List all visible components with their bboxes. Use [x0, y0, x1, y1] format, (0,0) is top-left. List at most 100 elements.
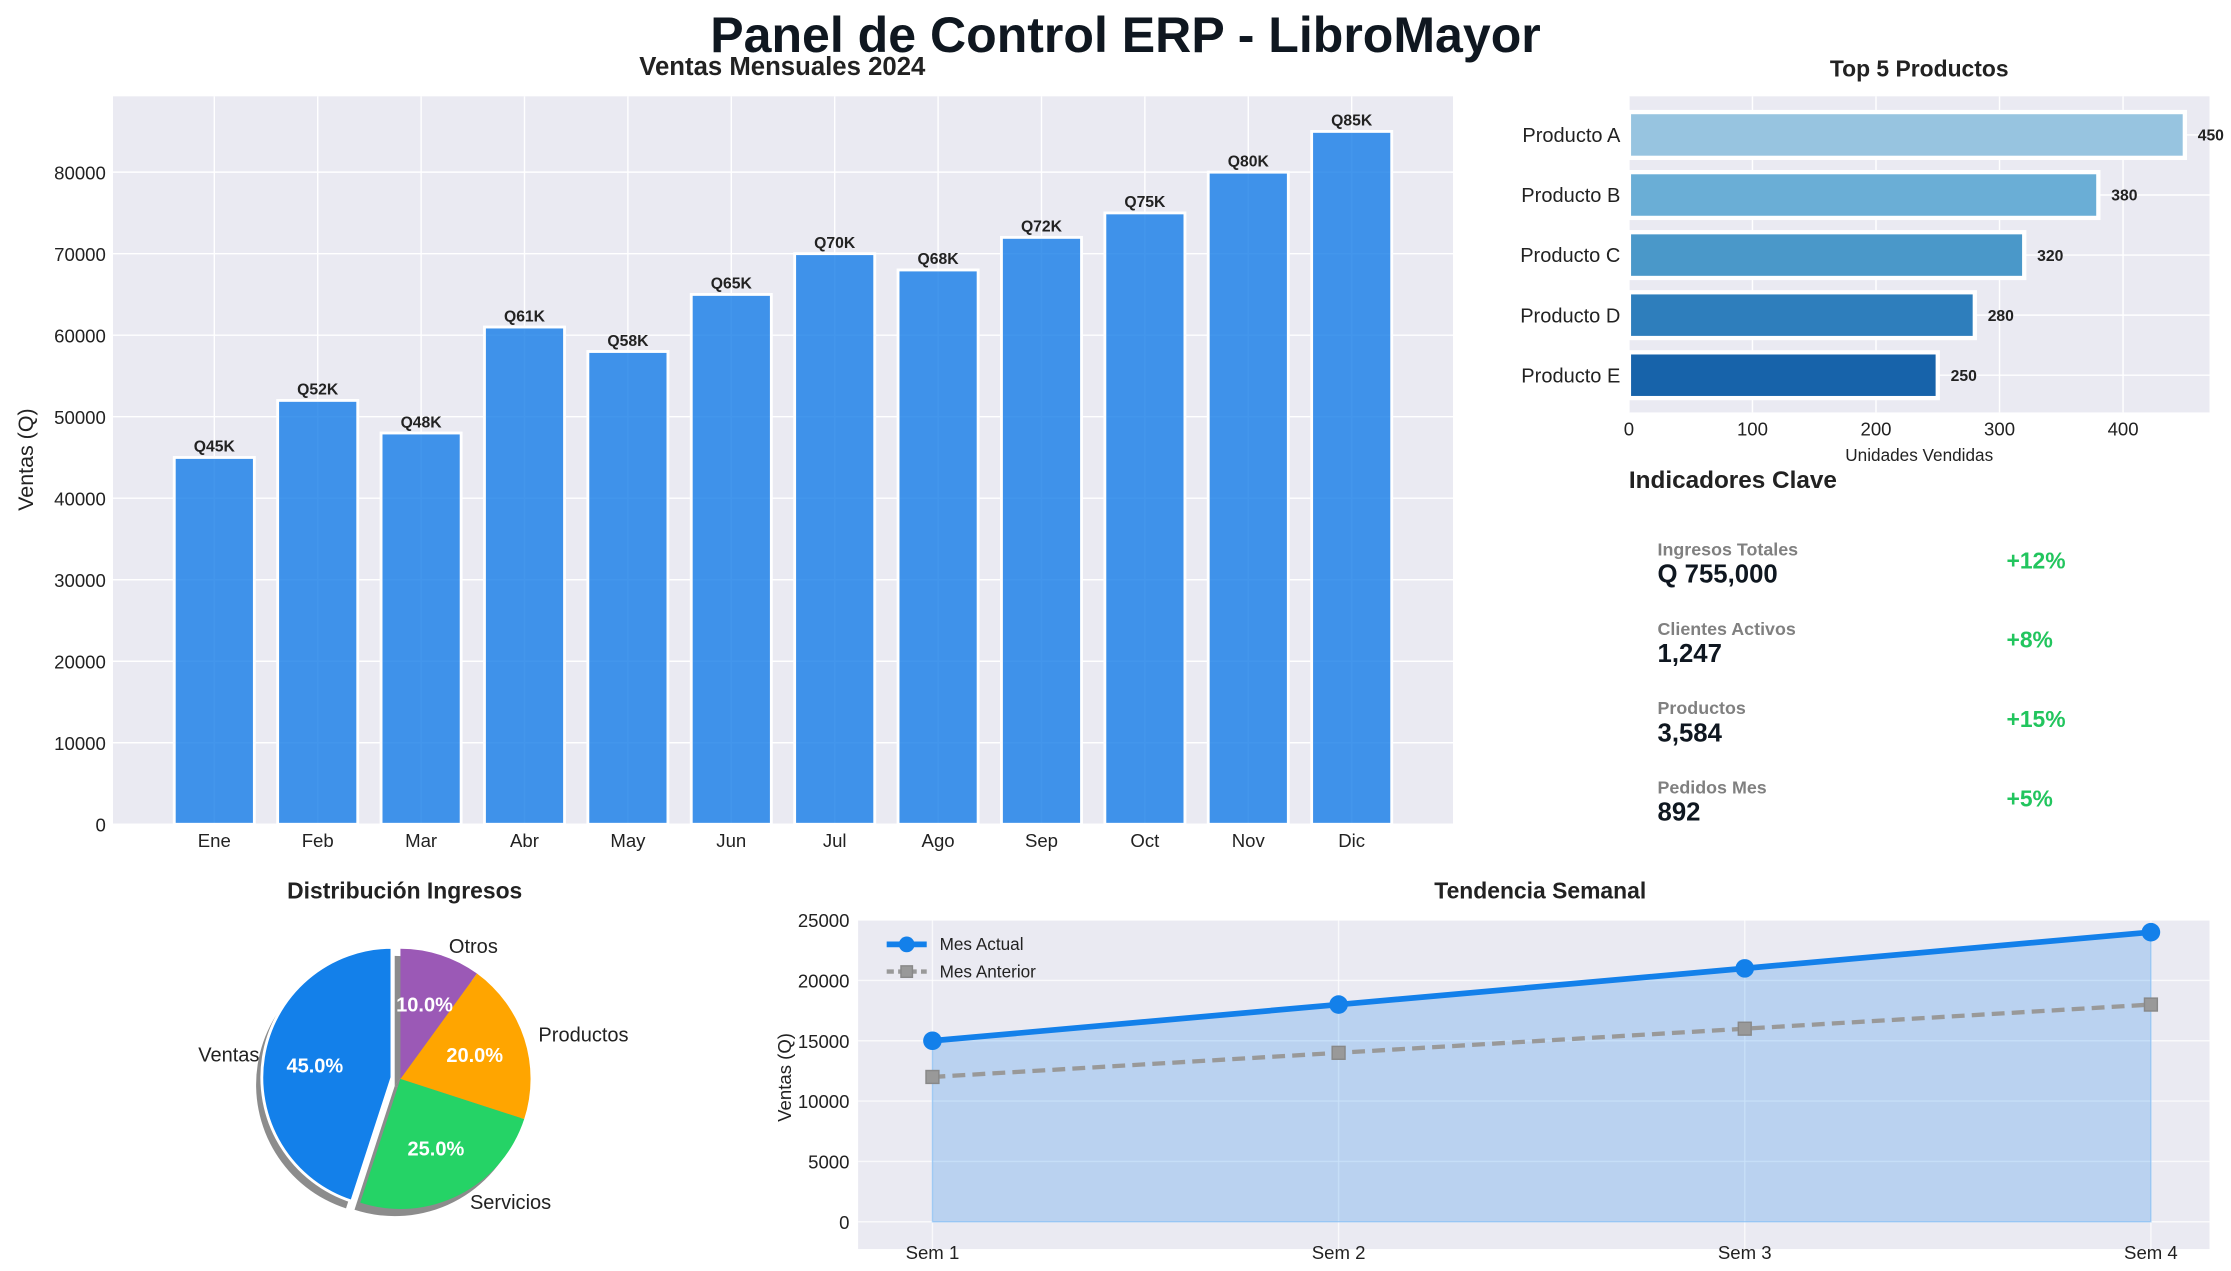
slice-percent-label: 10.0%: [396, 995, 453, 1017]
slice-percent-label: 25.0%: [408, 1139, 465, 1161]
bar-data-label: 450: [2198, 128, 2224, 145]
legend-marker: [900, 965, 914, 979]
bar-data-label: Q45K: [194, 439, 236, 456]
main-title: Panel de Control ERP - LibroMayor: [710, 7, 1541, 63]
slice-category-label: Ventas: [198, 1045, 259, 1067]
slice-category-label: Servicios: [470, 1192, 551, 1214]
bar-data-label: 250: [1951, 368, 1977, 385]
weekly-trend-chart: 0 5000 10000 15000 20000 25000 Sem 1 Sem 2 Sem 3…: [774, 878, 2210, 1263]
y-tick-label: 0: [839, 1212, 849, 1233]
kpi-label: Pedidos Mes: [1658, 778, 1767, 798]
x-tick-label: Ago: [922, 830, 955, 851]
slice-category-label: Productos: [538, 1025, 628, 1047]
data-point: [1329, 995, 1348, 1014]
bar: [1103, 211, 1187, 826]
bar: [379, 431, 463, 826]
kpi-value: 1,247: [1658, 640, 1722, 668]
data-point: [925, 1069, 940, 1085]
bar-data-label: Q61K: [504, 308, 546, 325]
kpi-change: +8%: [2006, 627, 2052, 653]
data-point: [2143, 997, 2159, 1012]
legend-marker: [898, 936, 915, 953]
bar: [1000, 235, 1083, 826]
bar-data-label: Q75K: [1124, 194, 1166, 211]
bar-data-label: Q70K: [814, 235, 856, 252]
bar: [276, 398, 360, 826]
bar: [1626, 109, 2187, 160]
y-axis-label: Ventas (Q): [14, 408, 38, 510]
slice-percent-label: 45.0%: [286, 1055, 343, 1077]
x-tick-label: Nov: [1232, 830, 1266, 851]
bar: [483, 325, 566, 826]
kpi-change: +12%: [2006, 547, 2065, 573]
y-tick-label: 10000: [54, 733, 106, 754]
x-tick-label: Ene: [198, 830, 231, 851]
x-tick-label: Mar: [405, 830, 437, 851]
bar-data-label: 380: [2111, 188, 2137, 205]
bar: [1626, 169, 2101, 221]
x-tick-label: Sep: [1025, 830, 1058, 851]
y-tick-label: Producto A: [1522, 125, 1621, 147]
y-tick-label: 60000: [54, 325, 106, 346]
bar-data-label: Q65K: [711, 276, 753, 293]
bar: [1310, 129, 1394, 826]
legend: Mes Actual Mes Anterior: [886, 934, 1037, 981]
kpi-change: +5%: [2006, 785, 2052, 811]
x-tick-label: May: [610, 830, 646, 851]
pie-slice: [400, 973, 531, 1120]
bar-data-label: Q52K: [297, 382, 339, 399]
data-point: [1735, 959, 1755, 978]
y-tick-label: 25000: [798, 910, 850, 931]
x-tick-label: 300: [1984, 418, 2015, 439]
chart-title: Ventas Mensuales 2024: [639, 53, 926, 81]
kpi-label: Ingresos Totales: [1658, 539, 1799, 559]
y-tick-label: 80000: [54, 162, 106, 183]
bar-data-label: 320: [2037, 248, 2063, 265]
y-tick-label: 20000: [54, 651, 106, 672]
data-point: [1331, 1045, 1346, 1060]
series-line: [932, 1002, 2152, 1080]
series-line: [932, 929, 2152, 1044]
x-tick-label: Sem 1: [906, 1242, 960, 1263]
x-tick-label: Sem 3: [1718, 1242, 1772, 1263]
x-tick-label: Sem 4: [2124, 1242, 2178, 1263]
bar: [896, 268, 980, 826]
bar: [1626, 230, 2027, 281]
y-tick-label: 15000: [798, 1031, 850, 1052]
chart-title: Top 5 Productos: [1830, 55, 2009, 81]
bar: [172, 456, 256, 826]
y-tick-label: 50000: [54, 407, 106, 428]
pie-slice: [400, 948, 477, 1079]
kpi-change: +15%: [2006, 706, 2065, 732]
y-axis-label: Ventas (Q): [774, 1033, 795, 1122]
legend-label: Mes Anterior: [940, 961, 1037, 981]
y-tick-label: Producto B: [1521, 185, 1620, 207]
pie-slice: [260, 945, 394, 1204]
y-tick-label: 30000: [54, 570, 106, 591]
x-tick-label: 400: [2108, 418, 2139, 439]
x-tick-label: Abr: [510, 830, 539, 851]
y-tick-label: 40000: [54, 488, 106, 509]
chart-title: Tendencia Semanal: [1434, 878, 1646, 904]
data-point: [1737, 1021, 1752, 1036]
y-tick-label: 5000: [808, 1152, 849, 1173]
bar: [1626, 350, 1940, 401]
x-tick-label: Feb: [302, 830, 334, 851]
legend-label: Mes Actual: [940, 934, 1024, 954]
bar: [1626, 290, 1977, 341]
bar-data-label: Q68K: [918, 251, 960, 268]
y-tick-label: 0: [95, 814, 105, 835]
bar-data-label: Q85K: [1331, 113, 1373, 130]
pie-slice: [360, 1078, 525, 1209]
bar-data-label: Q48K: [401, 414, 443, 431]
kpi-value: 3,584: [1658, 719, 1723, 747]
bar-data-label: 280: [1988, 308, 2014, 325]
plot-area: [858, 920, 2210, 1250]
x-axis-label: Unidades Vendidas: [1845, 445, 1993, 465]
kpi-title: Indicadores Clave: [1629, 467, 1837, 494]
x-tick-label: 100: [1737, 418, 1768, 439]
top-products-chart: 0 100 200 300 400 450 Producto A 380 Producto B 3…: [1520, 55, 2224, 465]
chart-title: Distribución Ingresos: [287, 878, 522, 904]
